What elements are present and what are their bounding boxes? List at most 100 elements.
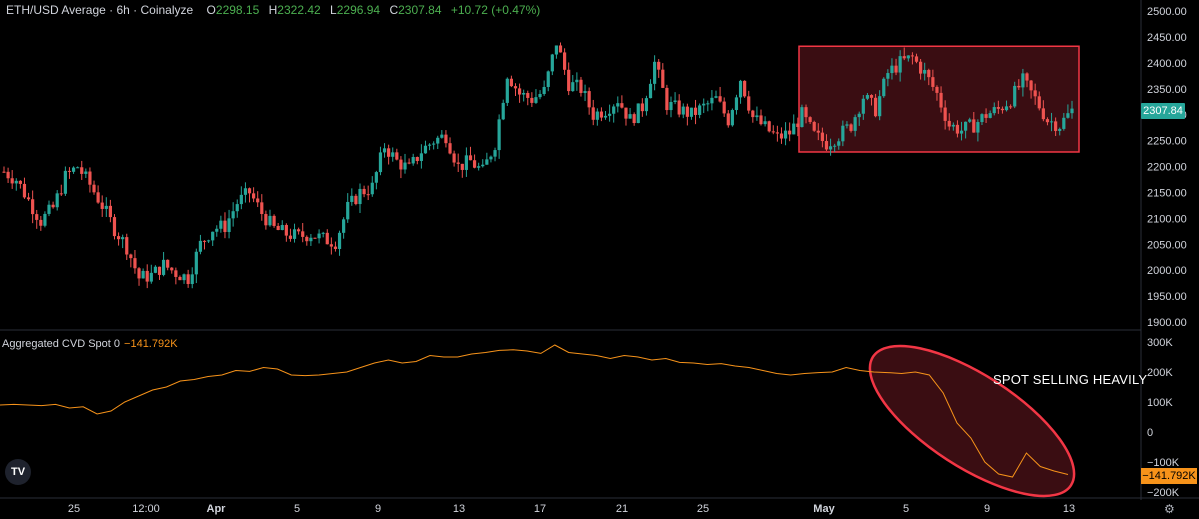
candle-body <box>976 122 980 133</box>
candle-body <box>902 56 906 59</box>
candle-body <box>644 98 649 112</box>
candle-body <box>104 205 108 209</box>
candle-body <box>403 162 407 170</box>
candle-body <box>1000 108 1005 111</box>
candle-body <box>661 69 665 88</box>
candle-body <box>489 156 493 160</box>
price-tick-label: 2200.00 <box>1147 162 1187 174</box>
candle-body <box>170 267 174 271</box>
price-tick-label: 2050.00 <box>1147 239 1187 251</box>
candle-body <box>121 237 125 240</box>
candle-body <box>685 106 689 117</box>
candle-body <box>432 143 436 145</box>
highlight-rectangle[interactable] <box>798 45 1080 153</box>
candle-body <box>374 172 378 183</box>
candle-body <box>689 107 694 117</box>
cvd-axis-ticks: 300K 200K 100K 0 −100K −200K <box>1147 337 1180 499</box>
candle-body <box>305 236 309 242</box>
candle-body <box>935 86 939 93</box>
candle-body <box>2 171 6 173</box>
time-tick-label: 5 <box>903 503 909 515</box>
candle-body <box>116 236 121 240</box>
gear-icon[interactable]: ⚙ <box>1164 502 1175 516</box>
candle-body <box>141 270 145 279</box>
candle-body <box>206 240 211 242</box>
candle-body <box>460 163 464 170</box>
price-tick-label: 2500.00 <box>1147 6 1187 18</box>
candle-body <box>63 170 67 194</box>
candle-body <box>243 188 248 195</box>
candle-body <box>354 195 358 205</box>
price-tick-label: 1950.00 <box>1147 291 1187 303</box>
candle-body <box>702 103 706 106</box>
symbol-title[interactable]: ETH/USD Average · 6h · Coinalyze <box>6 3 194 17</box>
highlight-ellipse[interactable] <box>848 318 1096 519</box>
candle-body <box>828 146 833 150</box>
high-label: H <box>268 3 278 17</box>
candle-body <box>1029 80 1033 91</box>
candle-body <box>71 167 76 172</box>
candle-body <box>1004 106 1009 111</box>
candle-body <box>252 193 256 199</box>
candle-body <box>738 80 743 98</box>
tradingview-logo-icon[interactable]: TV <box>5 459 31 485</box>
candle-body <box>133 258 137 269</box>
candle-body <box>865 95 870 99</box>
candle-body <box>472 160 477 168</box>
candle-body <box>391 152 395 157</box>
candle-body <box>26 197 31 200</box>
candle-body <box>256 198 260 203</box>
symbol-legend[interactable]: ETH/USD Average · 6h · Coinalyze O2298.1… <box>6 3 546 17</box>
candle-body <box>280 225 284 230</box>
candle-body <box>468 155 473 161</box>
candle-body <box>693 107 698 115</box>
time-tick-label: May <box>813 503 835 515</box>
candle-body <box>14 180 18 184</box>
candle-body <box>648 83 653 99</box>
candle-body <box>722 101 726 114</box>
candle-body <box>182 274 186 281</box>
last-cvd-tag: −141.792K <box>1141 468 1197 484</box>
candle-body <box>743 80 747 97</box>
time-axis-ticks: 25 12:00 Apr 5 9 13 17 21 25 May 5 9 13 <box>68 503 1075 515</box>
candle-body <box>526 92 530 98</box>
candle-body <box>951 124 955 127</box>
price-tick-label: 2100.00 <box>1147 213 1187 225</box>
candle-body <box>665 87 669 111</box>
candle-body <box>657 61 661 70</box>
indicator-legend[interactable]: Aggregated CVD Spot 0 −141.792K <box>2 338 178 350</box>
candle-body <box>10 178 14 184</box>
candle-body <box>918 61 923 74</box>
candle-body <box>415 157 419 161</box>
candle-body <box>350 195 354 202</box>
candle-body <box>677 100 681 115</box>
candle-body <box>849 124 853 131</box>
candle-body <box>632 114 636 124</box>
candle-body <box>31 199 35 215</box>
candle-body <box>1037 96 1041 109</box>
time-tick-label: 9 <box>984 503 990 515</box>
candle-body <box>92 184 96 193</box>
candle-body <box>718 96 722 102</box>
candle-body <box>558 45 563 53</box>
candle-body <box>227 218 231 233</box>
candle-body <box>603 115 608 118</box>
candle-body <box>841 125 845 142</box>
candle-body <box>771 131 775 133</box>
candle-body <box>309 237 313 242</box>
candle-body <box>268 215 272 226</box>
candle-body <box>497 119 501 151</box>
candle-body <box>129 254 133 259</box>
candle-body <box>313 237 317 239</box>
candle-body <box>636 103 640 124</box>
annotation-text: SPOT SELLING HEAVILY <box>993 372 1148 387</box>
candle-body <box>927 69 931 78</box>
candle-body <box>427 144 432 146</box>
candle-body <box>399 159 403 170</box>
cvd-tick-label: 100K <box>1147 397 1173 409</box>
indicator-name[interactable]: Aggregated CVD Spot 0 <box>2 338 121 350</box>
candle-body <box>624 107 628 119</box>
candle-body <box>464 155 468 170</box>
candle-body <box>792 123 796 135</box>
